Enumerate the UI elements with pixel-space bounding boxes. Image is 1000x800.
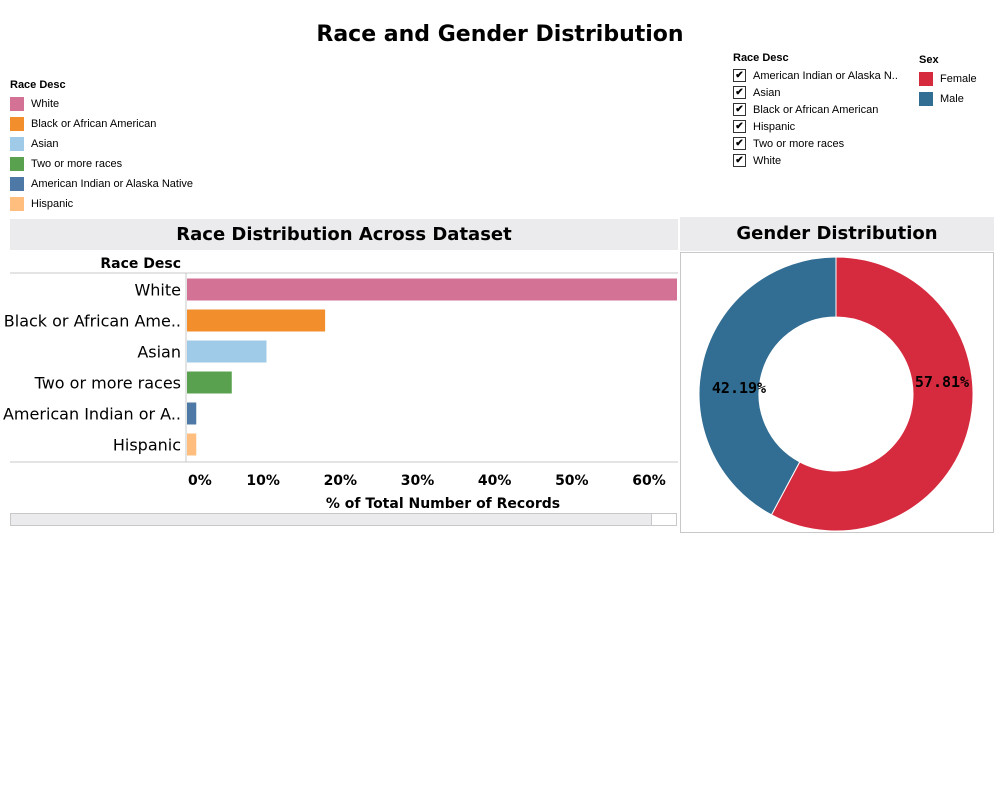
race-legend-item-white[interactable]: White: [10, 94, 193, 114]
gender-donut-chart: 57.81% 42.19%: [698, 256, 974, 532]
x-tick-2: 20%: [324, 473, 358, 489]
category-label-hispanic: Hispanic: [113, 436, 181, 455]
donut-slice-male[interactable]: [698, 256, 837, 516]
race-filter-option-black-or-african-american[interactable]: ✔ Black or African American: [733, 101, 898, 118]
sex-color-legend: Sex Female Male: [919, 54, 977, 109]
horizontal-scrollbar[interactable]: [10, 513, 677, 526]
race-chart-title: Race Distribution Across Dataset: [10, 219, 678, 250]
legend-label: Asian: [31, 138, 59, 150]
gender-chart-panel: 57.81% 42.19%: [680, 252, 994, 533]
x-tick-0: 0%: [188, 473, 212, 489]
scrollbar-thumb[interactable]: [11, 514, 652, 525]
donut-label-male: 42.19%: [712, 379, 766, 397]
bar-hispanic[interactable]: [187, 433, 197, 456]
legend-swatch: [10, 157, 24, 171]
sex-legend-item-female[interactable]: Female: [919, 69, 977, 89]
category-label-asian: Asian: [137, 343, 181, 362]
legend-swatch: [10, 137, 24, 151]
bar-asian[interactable]: [187, 340, 267, 363]
gender-chart-title: Gender Distribution: [680, 217, 994, 251]
category-label-american-indian-or-a: American Indian or A..: [3, 405, 181, 424]
bar-american-indian-or-a[interactable]: [187, 402, 197, 425]
legend-label: Female: [940, 73, 977, 85]
legend-label: White: [31, 98, 60, 110]
race-filter-option-two-or-more-races[interactable]: ✔ Two or more races: [733, 135, 898, 152]
legend-label: Two or more races: [31, 158, 123, 170]
checkbox[interactable]: ✔: [733, 154, 746, 167]
x-tick-6: 60%: [632, 473, 666, 489]
legend-swatch: [10, 197, 24, 211]
filter-option-label: White: [753, 154, 782, 167]
checkbox[interactable]: ✔: [733, 103, 746, 116]
legend-swatch: [919, 92, 933, 106]
race-legend-item-asian[interactable]: Asian: [10, 134, 193, 154]
race-legend-item-two-or-more-races[interactable]: Two or more races: [10, 154, 193, 174]
checkbox[interactable]: ✔: [733, 120, 746, 133]
x-tick-5: 50%: [555, 473, 589, 489]
category-label-two-or-more-races: Two or more races: [34, 374, 181, 393]
dashboard-title: Race and Gender Distribution: [316, 22, 684, 47]
x-tick-1: 10%: [246, 473, 280, 489]
legend-label: American Indian or Alaska Native: [31, 178, 194, 190]
bar-white[interactable]: [187, 278, 677, 301]
race-bar-chart: Race Desc White Black or African Ame.. Asia…: [3, 256, 678, 512]
sex-legend-item-male[interactable]: Male: [919, 89, 977, 109]
race-legend-item-black-or-african-american[interactable]: Black or African American: [10, 114, 193, 134]
race-filter-option-white[interactable]: ✔ White: [733, 152, 898, 169]
filter-option-label: Asian: [753, 86, 781, 99]
category-label-white: White: [134, 281, 181, 300]
filter-option-label: Black or African American: [753, 103, 879, 116]
category-label-black-or-african-ame: Black or African Ame..: [4, 312, 181, 331]
race-legend-title: Race Desc: [10, 79, 66, 91]
race-legend-item-american-indian-or-alaska-native[interactable]: American Indian or Alaska Native: [10, 174, 193, 194]
checkbox[interactable]: ✔: [733, 86, 746, 99]
bar-two-or-more-races[interactable]: [187, 371, 232, 394]
bar-black-or-african-ame[interactable]: [187, 309, 326, 332]
legend-label: Black or African American: [31, 118, 157, 130]
race-filter-option-american-indian-or-alaska-n[interactable]: ✔ American Indian or Alaska N..: [733, 67, 898, 84]
legend-swatch: [919, 72, 933, 86]
row-header-label: Race Desc: [100, 256, 181, 272]
race-color-legend: Race Desc White Black or African American…: [10, 79, 193, 214]
legend-swatch: [10, 177, 24, 191]
race-filter-option-hispanic[interactable]: ✔ Hispanic: [733, 118, 898, 135]
filter-option-label: Hispanic: [753, 120, 796, 133]
race-legend-item-hispanic[interactable]: Hispanic: [10, 194, 193, 214]
donut-label-female: 57.81%: [915, 373, 969, 391]
checkbox[interactable]: ✔: [733, 137, 746, 150]
x-tick-4: 40%: [478, 473, 512, 489]
legend-label: Hispanic: [31, 198, 74, 210]
legend-label: Male: [940, 93, 964, 105]
checkbox[interactable]: ✔: [733, 69, 746, 82]
legend-swatch: [10, 97, 24, 111]
legend-swatch: [10, 117, 24, 131]
sex-legend-title: Sex: [919, 54, 939, 66]
x-axis-title: % of Total Number of Records: [326, 496, 560, 512]
filter-option-label: Two or more races: [753, 137, 845, 150]
donut-slice-female[interactable]: [770, 256, 974, 532]
filter-option-label: American Indian or Alaska N..: [753, 69, 898, 82]
x-tick-3: 30%: [401, 473, 435, 489]
race-filter: Race Desc ✔ American Indian or Alaska N..…: [733, 52, 898, 169]
race-filter-title: Race Desc: [733, 52, 789, 64]
race-filter-option-asian[interactable]: ✔ Asian: [733, 84, 898, 101]
